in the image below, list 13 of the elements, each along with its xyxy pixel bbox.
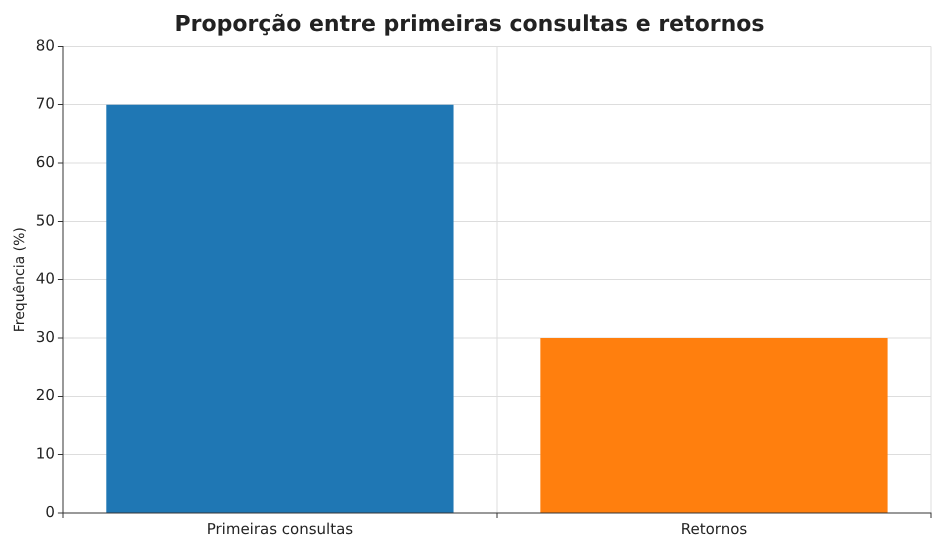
y-axis-title: Frequência (%) (12, 227, 28, 332)
y-tick-label: 70 (36, 94, 55, 113)
x-tick-label: Primeiras consultas (206, 520, 354, 538)
y-tick-label: 30 (36, 328, 55, 346)
y-tick-label: 10 (36, 444, 55, 463)
y-tick-label: 0 (45, 502, 55, 521)
y-tick-label: 50 (36, 211, 55, 230)
chart-title: Proporção entre primeiras consultas e retornos (174, 12, 764, 37)
y-tick-label: 60 (36, 152, 55, 171)
x-tick-label: Retornos (680, 520, 748, 538)
y-tick-label: 40 (36, 270, 55, 288)
y-tick-label: 20 (36, 386, 55, 404)
y-tick-label: 80 (36, 36, 55, 54)
